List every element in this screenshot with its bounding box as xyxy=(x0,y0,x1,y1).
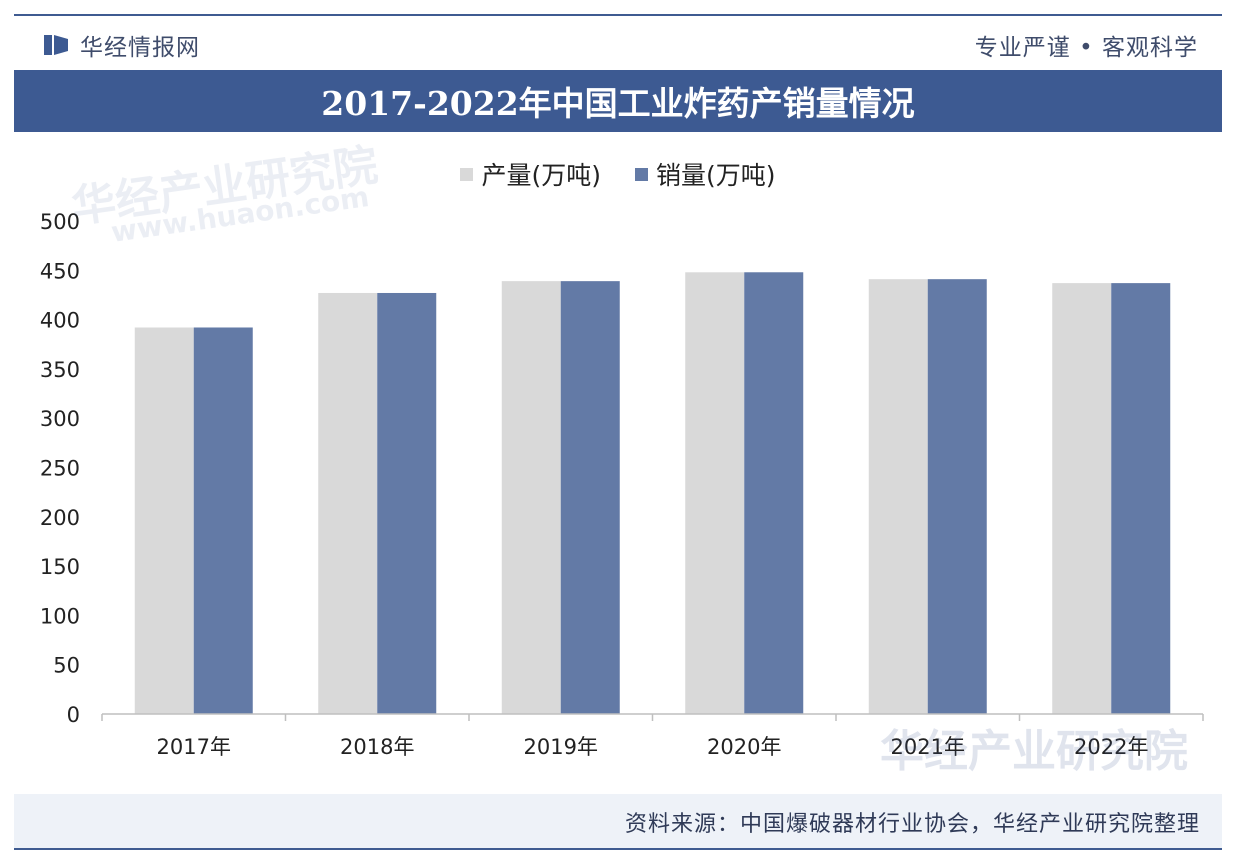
bar-sales xyxy=(1111,283,1171,714)
legend-label-production: 产量(万吨) xyxy=(481,161,601,190)
legend-item-sales: 销量(万吨) xyxy=(635,156,776,192)
bar-chart: 0 50 100 150 200 250 300 350 400 450 500 2017年 2018年… xyxy=(40,210,1204,759)
y-tick-label: 500 xyxy=(40,210,80,234)
source-note: 资料来源：中国爆破器材行业协会，华经产业研究院整理 xyxy=(624,812,1200,837)
x-tick-label: 2021年 xyxy=(891,735,965,759)
slogan: 专业严谨 • 客观科学 xyxy=(974,35,1198,61)
brand-name: 华经情报网 xyxy=(80,35,200,61)
bar-production xyxy=(134,327,194,714)
header: 华经情报网 专业严谨 • 客观科学 xyxy=(14,16,1222,70)
title-bar: 2017-2022年中国工业炸药产销量情况 xyxy=(14,70,1222,132)
y-tick-label: 100 xyxy=(40,604,80,628)
bar-sales xyxy=(560,281,620,714)
y-tick-label: 0 xyxy=(67,703,80,727)
chart-title: 2017-2022年中国工业炸药产销量情况 xyxy=(321,84,915,123)
y-tick-label: 350 xyxy=(40,358,80,382)
frame-top-border xyxy=(14,14,1222,16)
bar-production xyxy=(1052,283,1112,714)
y-tick-label: 150 xyxy=(40,555,80,579)
y-tick-label: 300 xyxy=(40,407,80,431)
bar-production xyxy=(685,272,745,714)
legend-swatch-production xyxy=(460,167,474,181)
bar-production xyxy=(868,279,928,714)
frame-bottom-border xyxy=(14,848,1222,850)
x-tick-label: 2017年 xyxy=(157,735,231,759)
brand: 华经情报网 xyxy=(42,28,200,62)
y-tick-label: 50 xyxy=(53,654,80,678)
bar-production xyxy=(501,281,561,714)
legend-item-production: 产量(万吨) xyxy=(460,156,601,192)
bar-sales xyxy=(927,279,987,714)
bar-production xyxy=(318,292,378,714)
chart-legend: 产量(万吨) 销量(万吨) xyxy=(0,156,1236,192)
bar-sales xyxy=(744,272,804,714)
legend-label-sales: 销量(万吨) xyxy=(656,161,776,190)
y-tick-label: 250 xyxy=(40,457,80,481)
legend-swatch-sales xyxy=(635,167,648,181)
x-tick-label: 2018年 xyxy=(340,735,414,759)
y-tick-label: 400 xyxy=(40,309,80,333)
x-tick-label: 2020年 xyxy=(707,735,781,759)
x-tick-label: 2019年 xyxy=(524,735,598,759)
y-tick-label: 450 xyxy=(40,259,80,283)
bar-sales xyxy=(193,327,253,714)
y-tick-label: 200 xyxy=(40,506,80,530)
brand-logo-icon xyxy=(44,35,68,55)
footer: 资料来源：中国爆破器材行业协会，华经产业研究院整理 xyxy=(14,794,1222,848)
bar-sales xyxy=(377,292,437,714)
x-tick-label: 2022年 xyxy=(1074,735,1148,759)
